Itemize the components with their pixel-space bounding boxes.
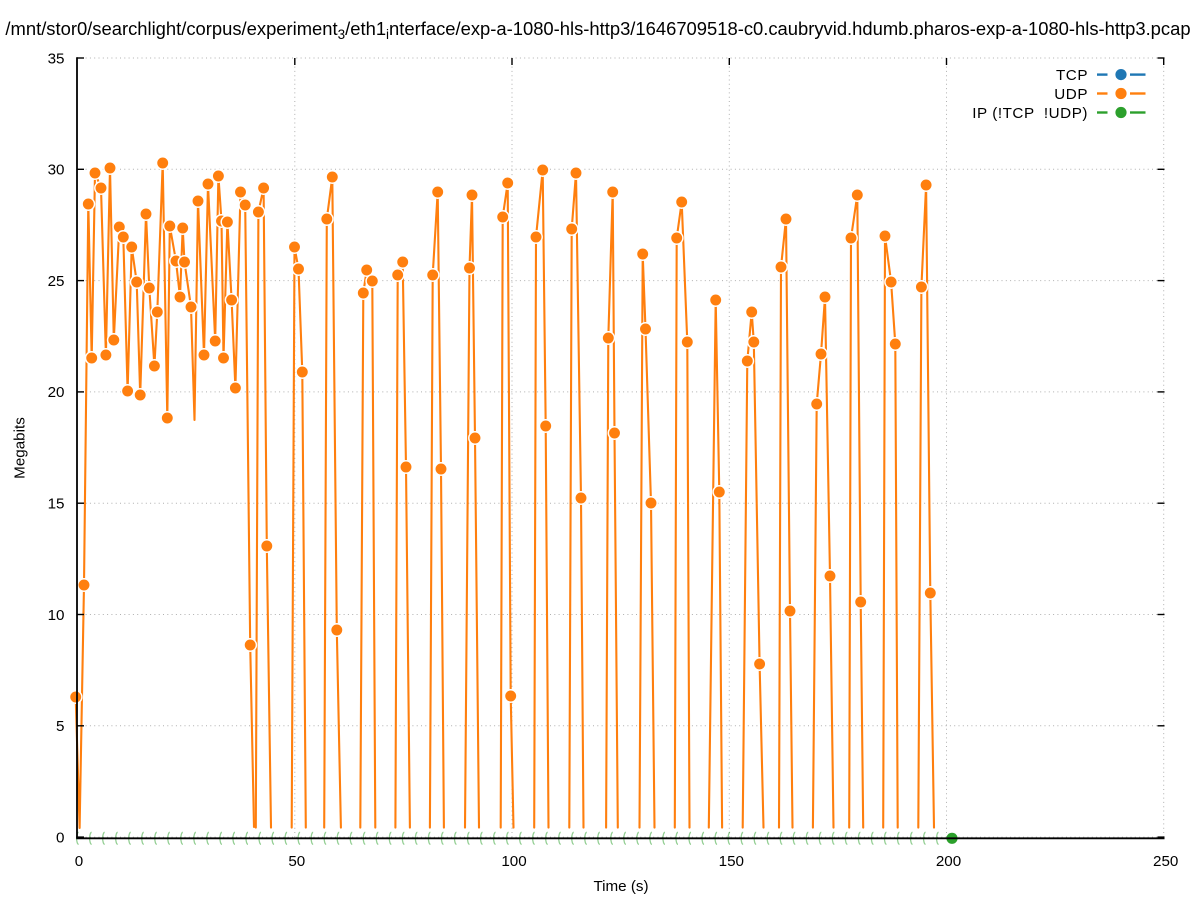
svg-text:Megabits: Megabits — [12, 417, 29, 479]
svg-text:0: 0 — [75, 853, 83, 870]
svg-text:200: 200 — [936, 853, 961, 870]
svg-text:100: 100 — [501, 853, 526, 870]
svg-text:15: 15 — [48, 496, 65, 513]
svg-text:0: 0 — [56, 829, 64, 846]
svg-text:10: 10 — [48, 607, 65, 624]
svg-text:30: 30 — [48, 162, 65, 179]
svg-text:35: 35 — [48, 50, 65, 67]
svg-text:5: 5 — [56, 718, 64, 735]
svg-text:/mnt/stor0/searchlight/corpus/: /mnt/stor0/searchlight/corpus/experiment… — [5, 18, 1190, 42]
svg-text:Time (s): Time (s) — [593, 878, 648, 895]
svg-text:UDP: UDP — [1054, 86, 1088, 103]
svg-text:50: 50 — [288, 853, 305, 870]
svg-text:150: 150 — [719, 853, 744, 870]
svg-text:250: 250 — [1153, 853, 1178, 870]
svg-text:TCP: TCP — [1056, 67, 1088, 84]
svg-text:20: 20 — [48, 384, 65, 401]
svg-text:IP (!TCP !UDP): IP (!TCP !UDP) — [972, 105, 1088, 122]
svg-text:25: 25 — [48, 273, 65, 290]
